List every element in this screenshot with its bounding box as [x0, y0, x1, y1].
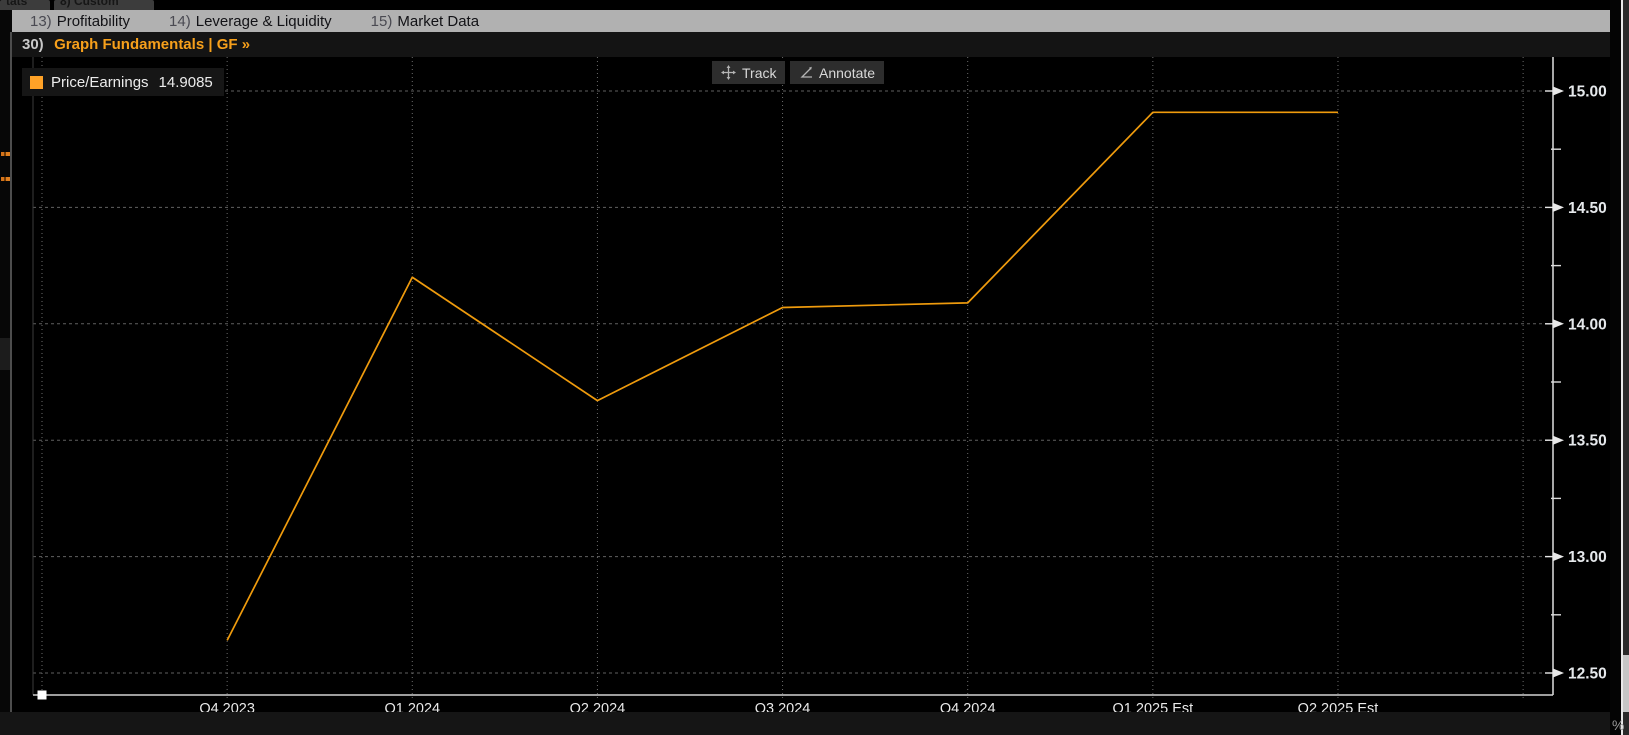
svg-text:Q3 2024: Q3 2024	[755, 701, 811, 712]
menu-item-market-data[interactable]: 15) Market Data	[371, 13, 479, 30]
svg-text:14.50: 14.50	[1568, 200, 1607, 217]
annotate-icon	[800, 66, 812, 78]
annotate-button[interactable]: Annotate	[790, 61, 885, 84]
right-gap-column	[1610, 0, 1621, 735]
x-axis-labels: Q4 2023 Q1 2024 Q2 2024 Q3 2024 Q4 2024 Q1 20…	[199, 701, 1378, 712]
percent-symbol: %	[1612, 717, 1625, 733]
svg-text:Q1 2024: Q1 2024	[384, 701, 440, 712]
svg-text:Q4 2024: Q4 2024	[940, 701, 996, 712]
left-background-strip	[0, 10, 12, 735]
track-button-label: Track	[742, 64, 777, 81]
annotate-button-label: Annotate	[819, 64, 876, 81]
axis-range-handle[interactable]	[37, 690, 47, 700]
y-gridlines	[33, 90, 1553, 674]
menu-item-number: 15)	[370, 12, 393, 30]
track-button[interactable]: Track	[712, 61, 786, 84]
x-gridlines	[41, 57, 1524, 700]
svg-text:12.50: 12.50	[1568, 666, 1607, 683]
background-panel-border-vertical	[10, 32, 12, 716]
pe-line-chart: 15.00 14.50 14.00 13.50 13.00 12.50 Q4 2023 Q1 …	[32, 57, 1607, 712]
legend-series-value: 14.9085	[158, 73, 213, 91]
menu-item-label: Profitability	[56, 12, 131, 30]
right-edge-strip	[1623, 0, 1629, 735]
legend-swatch-icon	[30, 75, 43, 89]
series-line-price-earnings	[226, 111, 1338, 641]
window-border-right	[1621, 0, 1623, 735]
crosshair-icon	[721, 65, 736, 80]
legend-series-label: Price/Earnings	[51, 73, 149, 91]
svg-text:Q2 2024: Q2 2024	[570, 701, 626, 712]
svg-text:Q1 2025 Est: Q1 2025 Est	[1113, 701, 1194, 712]
menu-item-number: 14)	[169, 12, 191, 30]
svg-text:Q4 2023: Q4 2023	[199, 701, 255, 712]
bottom-bar	[0, 712, 1629, 735]
scrollbar-thumb[interactable]	[1623, 655, 1629, 712]
legend-price-earnings[interactable]: Price/Earnings 14.9085	[22, 68, 224, 96]
tab-custom-partial[interactable]: 8) Custom	[54, 0, 154, 10]
tab-stats-partial[interactable]: tats	[0, 0, 50, 10]
tab-custom-label: 8) Custom	[60, 0, 119, 8]
menu-item-label: Market Data	[397, 12, 480, 30]
menu-item-label: Leverage & Liquidity	[195, 12, 332, 30]
svg-text:13.50: 13.50	[1568, 433, 1607, 450]
y-axis-labels: 15.00 14.50 14.00 13.50 13.00 12.50	[1545, 84, 1607, 683]
left-edge-orange-tick-2	[1, 177, 10, 181]
function-title-bar[interactable]: 30) Graph Fundamentals | GF »	[12, 32, 1610, 57]
function-number: 30)	[22, 36, 44, 53]
left-background-block	[0, 338, 10, 370]
tab-stats-label: tats	[6, 0, 28, 8]
top-tab-row: tats 8) Custom	[0, 0, 1610, 10]
menu-item-leverage-liquidity[interactable]: 14) Leverage & Liquidity	[169, 13, 332, 30]
function-title: Graph Fundamentals | GF »	[54, 36, 251, 53]
menu-item-profitability[interactable]: 13) Profitability	[30, 13, 130, 30]
svg-text:15.00: 15.00	[1568, 84, 1607, 101]
svg-text:13.00: 13.00	[1568, 549, 1607, 566]
svg-text:14.00: 14.00	[1568, 316, 1607, 333]
menu-item-number: 13)	[30, 12, 52, 30]
left-edge-orange-tick-1	[1, 152, 10, 156]
chart-panel: 15.00 14.50 14.00 13.50 13.00 12.50 Q4 2023 Q1 …	[12, 57, 1610, 712]
svg-text:Q2 2025 Est: Q2 2025 Est	[1298, 701, 1379, 712]
menu-bar: 13) Profitability 14) Leverage & Liquidity…	[0, 10, 1610, 32]
